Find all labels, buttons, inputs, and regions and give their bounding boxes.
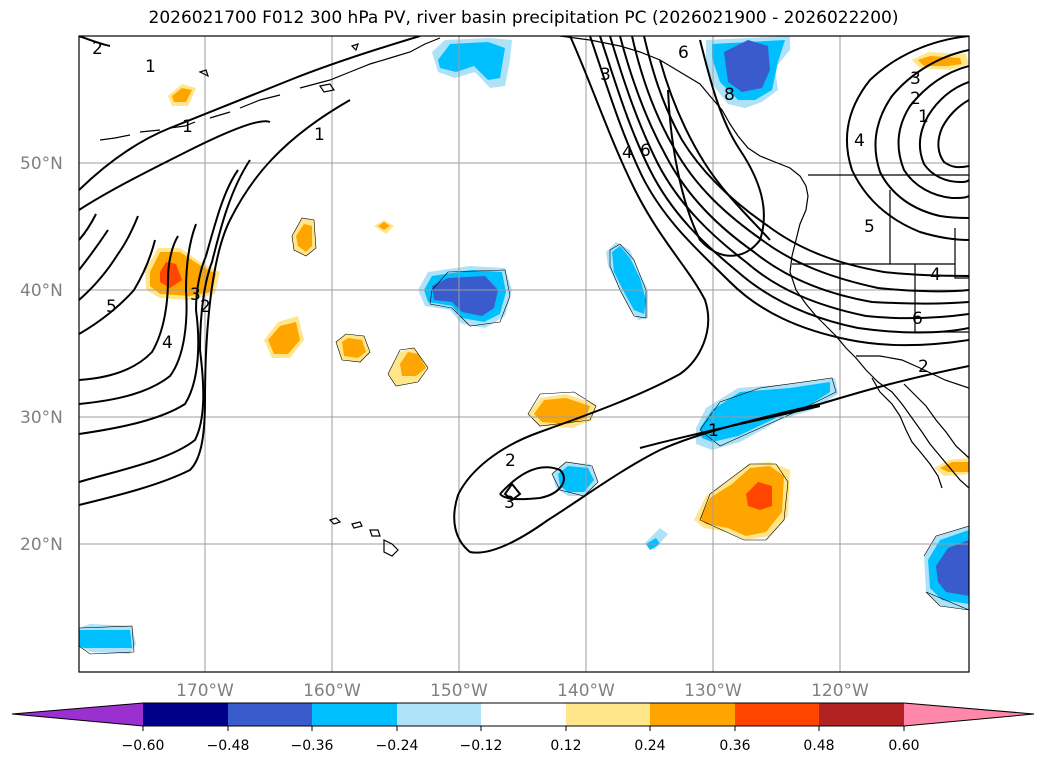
pv-label: 1 <box>708 421 719 441</box>
pv-label: 6 <box>912 309 923 329</box>
lon-label: 170°W <box>176 681 234 701</box>
pv-label: 8 <box>724 85 735 105</box>
pv-label: 3 <box>504 493 515 513</box>
colorbar-extend-min <box>12 703 143 726</box>
pv-label: 2 <box>92 39 103 59</box>
pv-label: 3 <box>910 69 921 89</box>
colorbar-swatch <box>566 703 650 726</box>
pv-label: 2 <box>505 451 516 471</box>
colorbar-tick-label: 0.36 <box>719 738 750 754</box>
colorbar-ticks <box>142 726 905 731</box>
pv-label: 4 <box>162 333 173 353</box>
latitude-labels: 50°N 40°N 30°N 20°N <box>20 154 63 555</box>
graticule <box>79 36 969 672</box>
colorbar-tick-label: −0.12 <box>460 738 503 754</box>
pv-label: 1 <box>918 107 929 127</box>
lat-label: 40°N <box>20 281 63 301</box>
pv-label: 4 <box>854 131 865 151</box>
colorbar-swatch <box>397 703 481 726</box>
lon-label: 120°W <box>811 681 869 701</box>
lon-label: 160°W <box>303 681 361 701</box>
lon-label: 140°W <box>557 681 615 701</box>
pv-label: 4 <box>930 265 941 285</box>
map-title: 2026021700 F012 300 hPa PV, river basin … <box>148 8 899 28</box>
colorbar-tick-label: 0.48 <box>803 738 834 754</box>
pv-label: 2 <box>918 357 929 377</box>
colorbar-swatch <box>228 703 312 726</box>
lat-label: 30°N <box>20 408 63 428</box>
pv-contour-labels: 2 1 1 1 5 3 2 4 3 4 6 6 8 3 2 1 4 5 4 6 … <box>92 39 941 513</box>
colorbar-tick-label: 0.24 <box>634 738 665 754</box>
colorbar-tick-label: 0.12 <box>550 738 581 754</box>
pv-label: 6 <box>640 141 651 161</box>
lat-label: 20°N <box>20 535 63 555</box>
colorbar-swatch <box>143 703 228 726</box>
longitude-labels: 170°W 160°W 150°W 140°W 130°W 120°W <box>176 681 869 701</box>
pv-label: 5 <box>864 217 875 237</box>
plot-area <box>79 36 969 672</box>
precip-anomaly-outline <box>79 217 969 655</box>
pv-label: 1 <box>182 117 193 137</box>
colorbar-swatch <box>735 703 819 726</box>
colorbar-swatch <box>312 703 397 726</box>
pv-label: 4 <box>622 143 633 163</box>
pv-label: 1 <box>145 57 156 77</box>
colorbar-tick-label: 0.60 <box>888 738 919 754</box>
pv-label: 3 <box>190 285 201 305</box>
colorbar-tick-label: −0.48 <box>207 738 250 754</box>
pv-label: 1 <box>314 125 325 145</box>
pv-label: 3 <box>600 65 611 85</box>
lon-label: 150°W <box>430 681 488 701</box>
lat-label: 50°N <box>20 154 63 174</box>
pv-label: 5 <box>106 297 117 317</box>
pv-contours <box>79 36 969 554</box>
colorbar-tick-label: −0.36 <box>291 738 334 754</box>
pv-label: 6 <box>678 43 689 63</box>
colorbar-tick-label: −0.60 <box>122 738 165 754</box>
colorbar-tick-label: −0.24 <box>376 738 419 754</box>
plot-frame <box>78 35 970 673</box>
pv-label: 2 <box>910 89 921 109</box>
pv-label: 2 <box>200 297 211 317</box>
lon-label: 130°W <box>684 681 742 701</box>
colorbar-swatch <box>819 703 904 726</box>
colorbar-swatch <box>481 703 566 726</box>
colorbar-swatch <box>650 703 735 726</box>
colorbar: −0.60 −0.48 −0.36 −0.24 −0.12 0.12 0.24 … <box>11 702 1035 754</box>
colorbar-extend-max <box>904 703 1034 726</box>
